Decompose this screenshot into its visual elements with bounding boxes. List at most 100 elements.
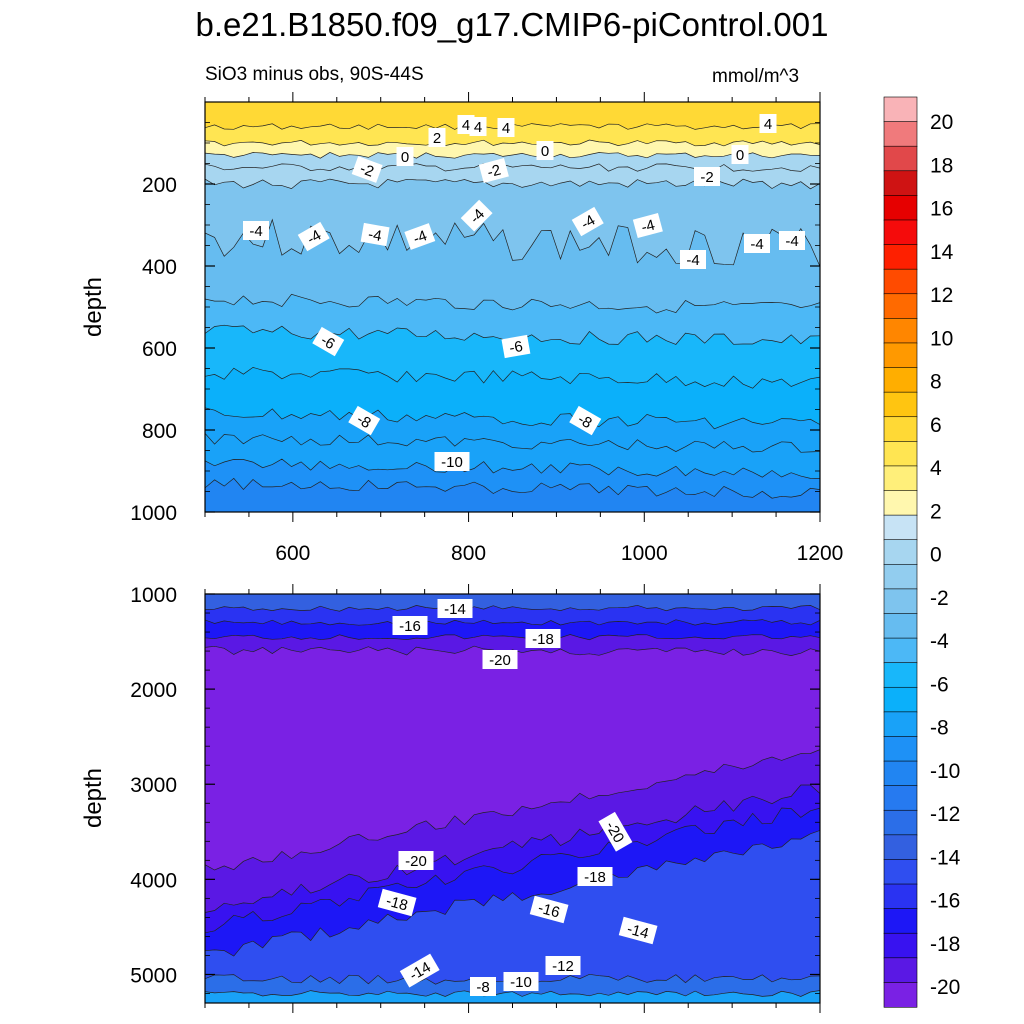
x-tick-label: 1200 — [797, 542, 844, 565]
colorbar-tick-label: 16 — [930, 198, 953, 221]
svg-text:-16: -16 — [536, 899, 561, 921]
contour-label: -4 — [632, 212, 663, 239]
y-tick-label: 5000 — [130, 964, 177, 987]
colorbar-box — [883, 490, 918, 516]
contour-band — [205, 605, 820, 626]
contour-label: -4 — [571, 206, 604, 237]
colorbar-box — [883, 318, 918, 344]
svg-text:-16: -16 — [399, 618, 421, 635]
colorbar-box — [883, 834, 918, 861]
svg-text:-20: -20 — [489, 652, 511, 669]
colorbar-tick-label: -10 — [930, 760, 960, 783]
y-tick-label: 1000 — [130, 502, 177, 525]
bottom-panel-contours — [205, 604, 820, 997]
colorbar-box — [883, 883, 918, 910]
colorbar-box — [883, 662, 918, 688]
contour-line — [205, 152, 820, 159]
contour-label: 2 — [428, 128, 446, 147]
contour-label: -4 — [297, 221, 330, 252]
top-panel-fill — [205, 102, 820, 512]
colorbar-tick-label: 6 — [930, 414, 942, 437]
contour-label: 4 — [469, 117, 487, 136]
contour-band — [205, 219, 820, 313]
colorbar-tick-label: -18 — [930, 933, 960, 956]
contour-label: -14 — [437, 599, 473, 618]
contour-label: -18 — [525, 629, 561, 648]
colorbar: 20181614121086420-2-4-6-8-10-12-14-16-18… — [883, 96, 961, 1008]
colorbar-box — [883, 121, 918, 147]
contour-line — [205, 807, 820, 934]
colorbar-tick-label: -4 — [930, 630, 949, 653]
contour-label: -2 — [694, 167, 720, 186]
colorbar-box — [883, 514, 918, 541]
contour-label: -8 — [569, 405, 602, 436]
units-subtitle: mmol/m^3 — [712, 66, 800, 87]
contour-label: -4 — [243, 221, 269, 240]
contour-label: -8 — [470, 977, 496, 996]
x-tick-label: 1000 — [621, 542, 668, 565]
svg-text:2: 2 — [433, 130, 441, 147]
svg-text:-2: -2 — [358, 160, 376, 181]
svg-text:-4: -4 — [686, 252, 699, 269]
contour-band — [205, 594, 820, 612]
svg-text:0: 0 — [541, 143, 549, 160]
contour-label: -2 — [478, 157, 509, 184]
contour-label: -18 — [377, 888, 417, 917]
contour-line — [205, 477, 820, 499]
svg-text:4: 4 — [474, 119, 482, 136]
contour-label: -4 — [744, 234, 770, 253]
bottom-panel-contour-labels: -14-16-18-20-20-20-18-18-16-14-14 -12-10-… — [377, 599, 658, 996]
contour-line — [205, 604, 820, 612]
contour-label: -10 — [503, 972, 539, 991]
svg-text:-4: -4 — [785, 233, 798, 250]
svg-text:-2: -2 — [700, 169, 713, 186]
colorbar-tick-label: -6 — [930, 673, 949, 696]
colorbar-box — [883, 244, 918, 270]
bottom-y-axis-label: depth — [80, 768, 107, 828]
svg-text:-2: -2 — [485, 162, 502, 182]
svg-text:-6: -6 — [508, 338, 524, 357]
colorbar-box — [883, 293, 918, 319]
colorbar-tick-label: -12 — [930, 803, 960, 826]
colorbar-tick-label: 8 — [930, 371, 942, 394]
contour-line — [205, 830, 820, 957]
y-tick-label: 600 — [142, 338, 177, 361]
contour-label: -8 — [348, 405, 381, 436]
colorbar-tick-label: 12 — [930, 284, 953, 307]
contour-label: -6 — [312, 326, 345, 357]
colorbar-box — [883, 416, 918, 442]
contour-line — [205, 293, 820, 314]
colorbar-tick-label: 4 — [930, 457, 942, 480]
contour-label: -4 — [404, 223, 436, 250]
bottom-panel-fill — [205, 594, 820, 1003]
contour-line — [205, 367, 820, 389]
colorbar-box — [883, 809, 918, 836]
colorbar-box — [883, 785, 918, 811]
y-tick-label: 800 — [142, 420, 177, 443]
svg-text:4: 4 — [502, 120, 510, 137]
contour-label: 0 — [536, 141, 554, 160]
contour-line — [205, 407, 820, 430]
contour-band — [205, 179, 820, 267]
contour-band — [205, 294, 820, 345]
contour-line — [205, 433, 820, 453]
y-tick-label: 200 — [142, 174, 177, 197]
colorbar-box — [883, 932, 918, 959]
svg-text:-4: -4 — [750, 236, 763, 253]
contour-label: 4 — [759, 114, 777, 133]
colorbar-tick-label: -8 — [930, 717, 949, 740]
colorbar-box — [883, 613, 918, 639]
svg-text:4: 4 — [764, 116, 772, 133]
contour-line — [205, 458, 820, 479]
svg-text:-4: -4 — [367, 226, 383, 245]
colorbar-box — [883, 268, 918, 295]
contour-line — [205, 784, 820, 913]
colorbar-box — [883, 711, 918, 738]
contour-line — [205, 619, 820, 626]
svg-text:-14: -14 — [444, 601, 466, 618]
colorbar-box — [883, 736, 918, 762]
svg-text:4: 4 — [462, 117, 470, 134]
contour-band — [205, 749, 820, 913]
